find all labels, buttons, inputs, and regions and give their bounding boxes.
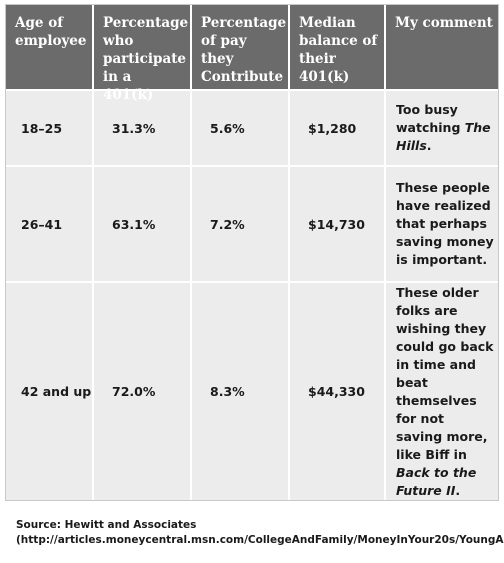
- table-row: 18–25 31.3% 5.6% $1,280 Too busy watchin…: [6, 89, 498, 165]
- comment-italic: The Hills: [396, 120, 491, 153]
- cell-comment: Too busy watching The Hills.: [386, 91, 500, 165]
- table-row: 26–41 63.1% 7.2% $14,730 These people ha…: [6, 165, 498, 281]
- cell-participate: 31.3%: [94, 91, 192, 165]
- table-row: 42 and up 72.0% 8.3% $44,330 These older…: [6, 281, 498, 500]
- cell-age: 42 and up: [6, 283, 94, 500]
- cell-balance: $14,730: [290, 167, 386, 281]
- cell-comment: These older folks are wishing they could…: [386, 283, 500, 500]
- header-age: Age of employee: [6, 5, 94, 104]
- table-header: Age of employee Percentage who participa…: [6, 5, 498, 104]
- comment-text-end: .: [426, 138, 432, 153]
- comment-italic: Back to the Future II: [396, 464, 477, 498]
- comment-text: These people have realized that perhaps …: [396, 180, 494, 267]
- data-table: Age of employee Percentage who participa…: [5, 4, 499, 501]
- cell-participate: 63.1%: [94, 167, 192, 281]
- cell-comment: These people have realized that perhaps …: [386, 167, 500, 281]
- cell-age: 26–41: [6, 167, 94, 281]
- header-balance: Median balance of their 401(k): [290, 5, 386, 104]
- header-comment: My comment: [395, 15, 493, 31]
- comment-text-end: .: [455, 482, 461, 498]
- cell-balance: $1,280: [290, 91, 386, 165]
- cell-contribute: 5.6%: [192, 91, 290, 165]
- cell-participate: 72.0%: [94, 283, 192, 500]
- cell-contribute: 7.2%: [192, 167, 290, 281]
- comment-text: These older folks are wishing they could…: [396, 284, 494, 462]
- cell-contribute: 8.3%: [192, 283, 290, 500]
- header-contribute: Percentage of pay they Contribute: [192, 5, 290, 104]
- cell-balance: $44,330: [290, 283, 386, 500]
- header-participate: Percentage who participate in a 401(k): [94, 5, 192, 104]
- comment-text: Too busy watching: [396, 102, 465, 135]
- source-note: Source: Hewitt and Associates (http://ar…: [16, 519, 504, 546]
- cell-age: 18–25: [6, 91, 94, 165]
